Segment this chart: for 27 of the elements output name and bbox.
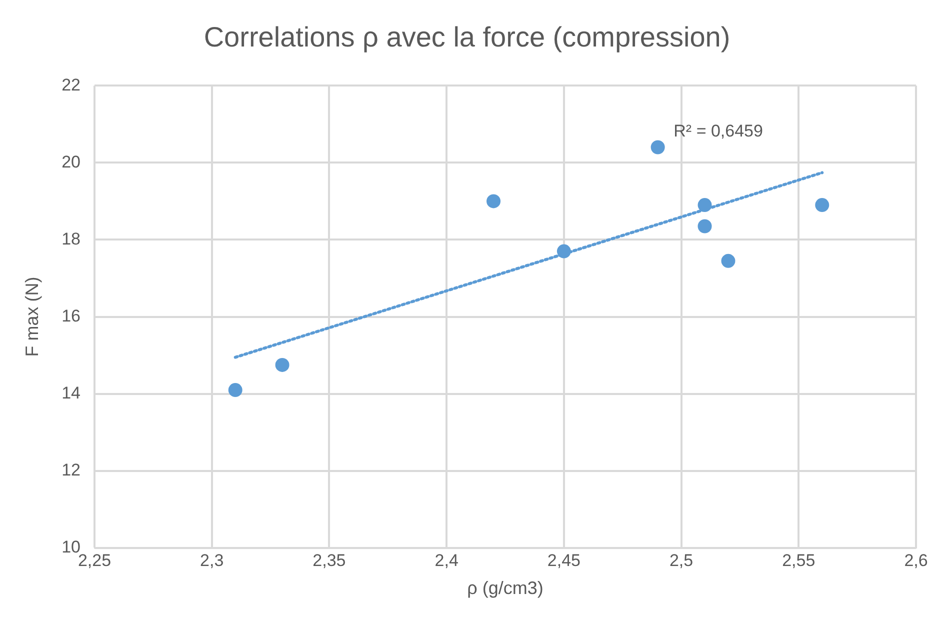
x-axis-title: ρ (g/cm3) (467, 578, 544, 598)
x-tick-label: 2,5 (669, 550, 694, 570)
y-tick-label: 12 (62, 460, 81, 480)
point (556, 244, 571, 258)
x-tick-label: 2,35 (312, 550, 346, 570)
point (698, 198, 712, 212)
y-tick-label: 22 (62, 75, 81, 94)
x-tick-label: 2,4 (434, 550, 458, 570)
x-tick-label: 2,45 (547, 550, 580, 570)
y-tick-label: 16 (62, 306, 81, 326)
point (650, 140, 665, 154)
annotation: R² = 0,6459 (674, 122, 763, 141)
point (228, 383, 242, 398)
y-tick-label: 14 (62, 384, 81, 403)
point (275, 358, 290, 372)
y-tick-label: 18 (62, 229, 81, 248)
point (698, 219, 712, 234)
y-tick-label: 20 (62, 152, 81, 172)
point (721, 254, 736, 268)
x-tick-label: 2,55 (782, 550, 816, 570)
x-tick-label: 2,6 (904, 550, 928, 570)
y-axis-title: F max (N) (22, 276, 42, 357)
x-tick-label: 2,25 (78, 550, 112, 570)
point (815, 198, 830, 212)
chart-title: Correlations ρ avec la force (compression) (204, 22, 730, 53)
x-tick-label: 2,3 (200, 550, 224, 570)
point (486, 194, 501, 208)
